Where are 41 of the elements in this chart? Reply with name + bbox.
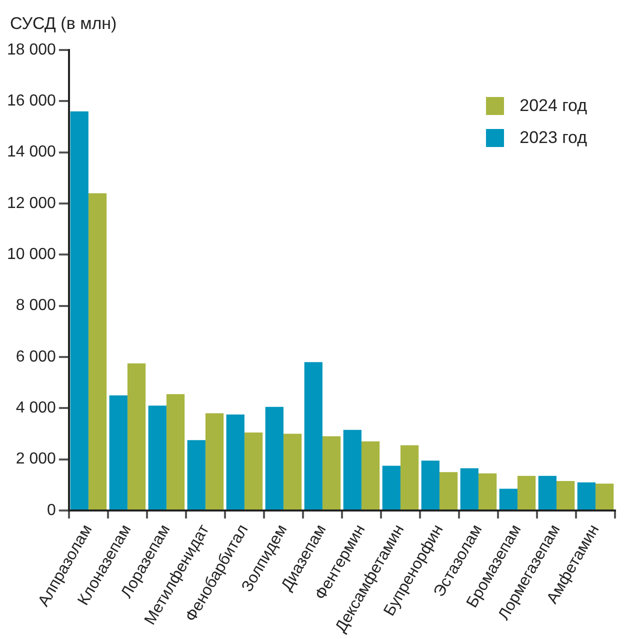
bar [109,395,128,510]
y-tick-label: 8 000 [16,297,56,314]
legend-label: 2023 год [520,128,587,148]
bar [88,193,107,510]
bar [577,482,596,510]
bar [400,445,419,510]
y-tick-label: 18 000 [7,41,56,58]
bar [596,484,614,510]
y-tick-label: 10 000 [7,246,56,264]
y-tick-label: 14 000 [7,144,56,161]
bar [421,460,440,510]
bar [244,432,263,510]
bar [148,406,166,510]
y-axis-title: СУСД (в млн) [10,14,117,34]
bar [304,362,322,510]
bar [361,441,380,510]
bar [556,481,575,510]
bar [226,414,244,510]
y-tick-label: 6 000 [16,348,56,366]
bar [283,434,302,510]
bar [460,468,478,510]
y-tick-label: 16 000 [7,92,56,110]
bar [205,413,224,510]
bar [265,406,284,510]
y-tick-label: 4 000 [16,400,56,417]
bar [127,363,146,510]
bar [343,430,362,510]
legend-label: 2024 год [520,96,587,116]
y-tick-label: 12 000 [7,194,56,212]
y-tick-label: 2 000 [16,450,56,468]
y-tick-label: 0 [47,502,56,519]
bar [382,466,400,510]
bar [478,473,497,510]
bar [499,488,518,510]
bar [538,476,556,510]
bar [166,394,185,510]
bar [517,476,536,510]
bar [322,436,341,510]
bar [439,472,458,510]
bar [187,440,206,510]
bar [70,111,88,510]
